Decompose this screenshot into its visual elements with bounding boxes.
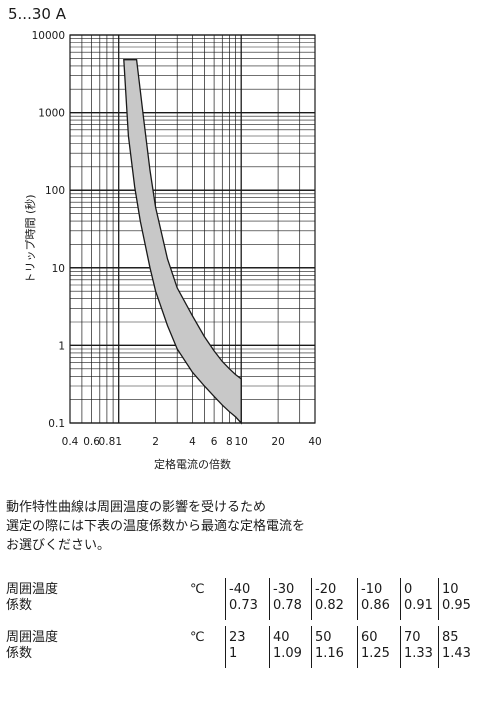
cell-temperature: 85 xyxy=(442,630,459,645)
trip-curve-chart: 0.4 0.60.8 1 2 4 6 8 10 20 40 0.1110100100010000 … xyxy=(23,30,322,471)
cell-coefficient: 0.78 xyxy=(273,598,302,613)
y-axis-label: トリップ時間 (秒) xyxy=(23,194,37,283)
cell-coefficient: 0.73 xyxy=(229,598,258,613)
table-cell: 40 1.09 xyxy=(269,626,302,668)
x-tick-label: 2 xyxy=(152,436,159,448)
y-tick-label: 10000 xyxy=(32,30,65,42)
x-tick-label: 20 xyxy=(271,436,284,448)
y-tick-label: 1 xyxy=(58,340,65,352)
table-cell: 0 0.91 xyxy=(400,578,433,620)
table-cell: -40 0.73 xyxy=(225,578,258,620)
unit-celsius: ℃ xyxy=(190,582,205,597)
cell-temperature: 60 xyxy=(361,630,378,645)
x-tick-label: 4 xyxy=(189,436,196,448)
cell-coefficient: 0.95 xyxy=(442,598,471,613)
y-tick-labels: 0.1 1 10 100 1000 10000 xyxy=(32,30,65,430)
temperature-coefficient-table: 周囲温度 係数 ℃ -40 0.73 -30 0.78 -20 0.82 -10 0.86 0 0.91… xyxy=(6,578,472,696)
page-title: 5...30 A xyxy=(8,5,66,23)
x-tick-label: 0.4 xyxy=(62,436,79,448)
table-row-label: 周囲温度 係数 xyxy=(6,582,58,614)
cell-temperature: 23 xyxy=(229,630,246,645)
x-tick-label: 1 xyxy=(115,436,122,448)
table-cell: 50 1.16 xyxy=(311,626,344,668)
table-cell: 70 1.33 xyxy=(400,626,433,668)
table-cell: 85 1.43 xyxy=(438,626,471,668)
x-tick-label: 6 xyxy=(211,436,218,448)
table-cell: -10 0.86 xyxy=(357,578,390,620)
x-tick-label: 0.6 xyxy=(83,436,100,448)
table-cell: 10 0.95 xyxy=(438,578,471,620)
unit-celsius: ℃ xyxy=(190,630,205,645)
cell-temperature: 40 xyxy=(273,630,290,645)
table-cell: 60 1.25 xyxy=(357,626,390,668)
cell-temperature: -40 xyxy=(229,582,251,597)
cell-temperature: 70 xyxy=(404,630,421,645)
cell-temperature: 10 xyxy=(442,582,459,597)
x-tick-label: 8 xyxy=(226,436,233,448)
cell-coefficient: 1.43 xyxy=(442,646,471,661)
plot-frame xyxy=(69,34,316,424)
row-label-temperature: 周囲温度 xyxy=(6,582,59,597)
cell-temperature: 0 xyxy=(404,582,413,597)
y-tick-label: 100 xyxy=(45,185,65,197)
x-tick-labels: 0.4 0.60.8 1 2 4 6 8 10 20 40 xyxy=(62,436,322,448)
y-tick-label: 10 xyxy=(52,263,65,275)
y-tick-label: 1000 xyxy=(38,108,65,120)
cell-temperature: 50 xyxy=(315,630,332,645)
table-row-label: 周囲温度 係数 xyxy=(6,630,58,662)
table-cell: -30 0.78 xyxy=(269,578,302,620)
cell-temperature: -20 xyxy=(315,582,337,597)
cell-coefficient: 1.33 xyxy=(404,646,433,661)
x-tick-label: 40 xyxy=(308,436,321,448)
cell-temperature: -10 xyxy=(361,582,383,597)
row-label-coefficient: 係数 xyxy=(6,598,33,613)
table-cell: 23 1 xyxy=(225,626,246,668)
cell-coefficient: 0.86 xyxy=(361,598,390,613)
temperature-note: 動作特性曲線は周囲温度の影響を受けるため 選定の際には下表の温度係数から最適な定… xyxy=(6,500,306,553)
trip-time-band xyxy=(123,59,242,425)
x-tick-label: 10 xyxy=(235,436,248,448)
cell-coefficient: 0.82 xyxy=(315,598,344,613)
row-label-coefficient: 係数 xyxy=(6,646,33,661)
x-tick-label: 0.8 xyxy=(99,436,116,448)
cell-temperature: -30 xyxy=(273,582,295,597)
x-axis-label: 定格電流の倍数 xyxy=(154,457,231,471)
row-label-temperature: 周囲温度 xyxy=(6,630,59,645)
cell-coefficient: 1.09 xyxy=(273,646,302,661)
y-tick-label: 0.1 xyxy=(48,418,65,430)
table-cell: -20 0.82 xyxy=(311,578,344,620)
cell-coefficient: 1.25 xyxy=(361,646,390,661)
cell-coefficient: 1 xyxy=(229,646,238,661)
cell-coefficient: 1.16 xyxy=(315,646,344,661)
cell-coefficient: 0.91 xyxy=(404,598,433,613)
